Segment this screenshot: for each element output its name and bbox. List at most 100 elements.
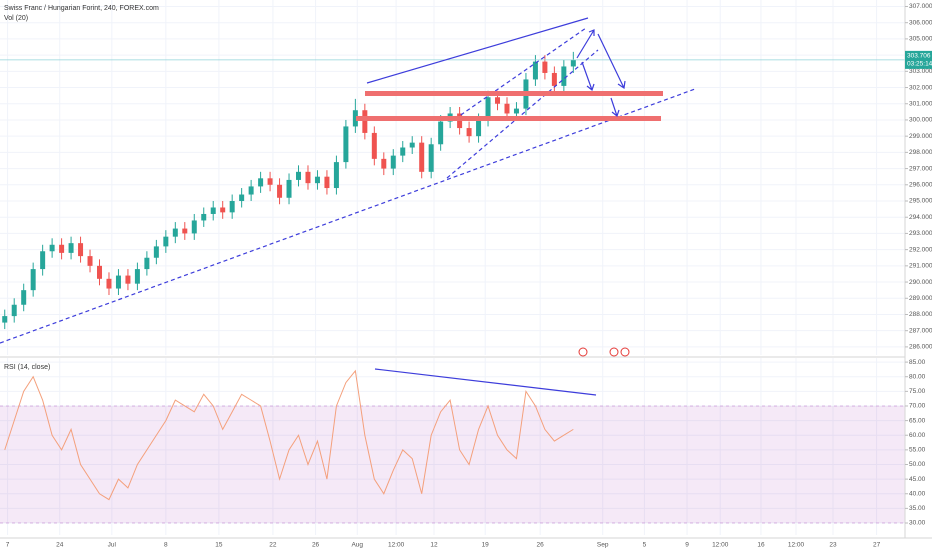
rsi-line: [4, 369, 574, 501]
event-icon[interactable]: [578, 347, 588, 357]
candle-body: [172, 228, 178, 237]
y-tick-label: 40.00: [909, 490, 926, 497]
y-tick-label: 300.000: [909, 117, 932, 124]
candle-body: [419, 142, 425, 172]
y-tick-label: 80.00: [909, 373, 926, 380]
x-tick-label: 26: [537, 542, 545, 549]
candle-body: [2, 316, 8, 323]
x-tick-label: 19: [482, 542, 490, 549]
candle-body: [551, 72, 557, 86]
y-tick-label: 306.000: [909, 19, 932, 26]
candle-body: [343, 126, 349, 163]
candle-body: [333, 162, 339, 189]
candle-body: [125, 275, 131, 284]
candle-body: [485, 97, 491, 120]
y-tick-label: 289.000: [909, 295, 932, 302]
y-tick-label: 50.00: [909, 461, 926, 468]
y-tick-label: 297.000: [909, 165, 932, 172]
candle-body: [390, 155, 396, 169]
trend-line: [366, 17, 589, 84]
y-tick-label: 85.00: [909, 359, 926, 366]
y-tick-label: 305.000: [909, 36, 932, 43]
y-tick-label: 307.000: [909, 3, 932, 10]
candle-body: [296, 171, 302, 180]
rsi-title: RSI (14, close): [4, 364, 50, 371]
candle-body: [49, 244, 55, 252]
candle-body: [267, 178, 273, 185]
candle-body: [277, 184, 283, 198]
candle-body: [220, 207, 226, 213]
y-tick-label: 35.00: [909, 505, 926, 512]
candle-body: [78, 243, 84, 257]
rsi-band: [0, 405, 905, 524]
candle-body: [163, 236, 169, 247]
x-tick-label: Jul: [108, 542, 117, 549]
y-tick-label: 288.000: [909, 311, 932, 318]
y-tick-label: 286.000: [909, 344, 932, 351]
candle-body: [570, 59, 576, 67]
event-icon[interactable]: [609, 347, 619, 357]
candle-body: [258, 178, 264, 187]
candle-body: [504, 103, 510, 114]
y-tick-label: 70.00: [909, 403, 926, 410]
labels: 286.000 287.000 288.000 289.000 290.000 291.0…: [6, 3, 932, 549]
candle-body: [239, 194, 245, 202]
y-tick-label: 290.000: [909, 279, 932, 286]
candle-body: [371, 132, 377, 159]
grid: [0, 0, 905, 535]
x-tick-label: 9: [685, 542, 689, 549]
candle-body: [210, 207, 216, 214]
last-price-label: 303.706: [907, 53, 931, 60]
candle-body: [201, 213, 207, 221]
y-tick-label: 291.000: [909, 263, 932, 270]
x-tick-label: 7: [6, 542, 10, 549]
candle-body: [561, 66, 567, 86]
candle-body: [144, 257, 150, 270]
y-tick-label: 60.00: [909, 432, 926, 439]
event-icon[interactable]: [620, 347, 630, 357]
candle-body: [153, 246, 159, 258]
candle-body: [362, 110, 368, 133]
y-tick-label: 293.000: [909, 230, 932, 237]
candle-body: [182, 228, 188, 234]
y-tick-label: 302.000: [909, 84, 932, 91]
rsi-trend-line: [374, 368, 597, 396]
y-tick-label: 298.000: [909, 149, 932, 156]
x-tick-label: 15: [215, 542, 223, 549]
candle-body: [532, 61, 538, 80]
x-tick-label: 12: [430, 542, 438, 549]
x-tick-label: Aug: [351, 542, 363, 549]
candle-body: [314, 176, 320, 184]
y-tick-label: 299.000: [909, 133, 932, 140]
marks: [0, 51, 905, 501]
channel-line: [446, 49, 599, 179]
candle-body: [428, 144, 434, 172]
y-tick-label: 30.00: [909, 520, 926, 527]
candle-body: [542, 61, 548, 73]
candle-body: [476, 119, 482, 137]
candle-body: [438, 121, 444, 145]
candle-body: [97, 265, 103, 279]
candle-body: [134, 269, 140, 284]
candle-body: [324, 176, 330, 189]
y-tick-label: 303.000: [909, 68, 932, 75]
candle-body: [87, 256, 93, 266]
y-tick-label: 292.000: [909, 246, 932, 253]
x-tick-label: 22: [269, 542, 277, 549]
candle-body: [115, 275, 121, 289]
x-tick-label: 5: [643, 542, 647, 549]
x-tick-label: 12:00: [788, 542, 805, 549]
candle-body: [495, 97, 501, 104]
y-tick-label: 45.00: [909, 476, 926, 483]
x-tick-label: 8: [164, 542, 168, 549]
candle-body: [191, 220, 197, 234]
candle-body: [305, 171, 311, 184]
resistance-zone: [365, 91, 663, 96]
x-tick-label: 27: [873, 542, 881, 549]
x-tick-label: 12:00: [388, 542, 405, 549]
y-tick-label: 294.000: [909, 214, 932, 221]
last-price-box: [905, 50, 932, 69]
candle-body: [30, 269, 36, 291]
candle-body: [381, 158, 387, 169]
